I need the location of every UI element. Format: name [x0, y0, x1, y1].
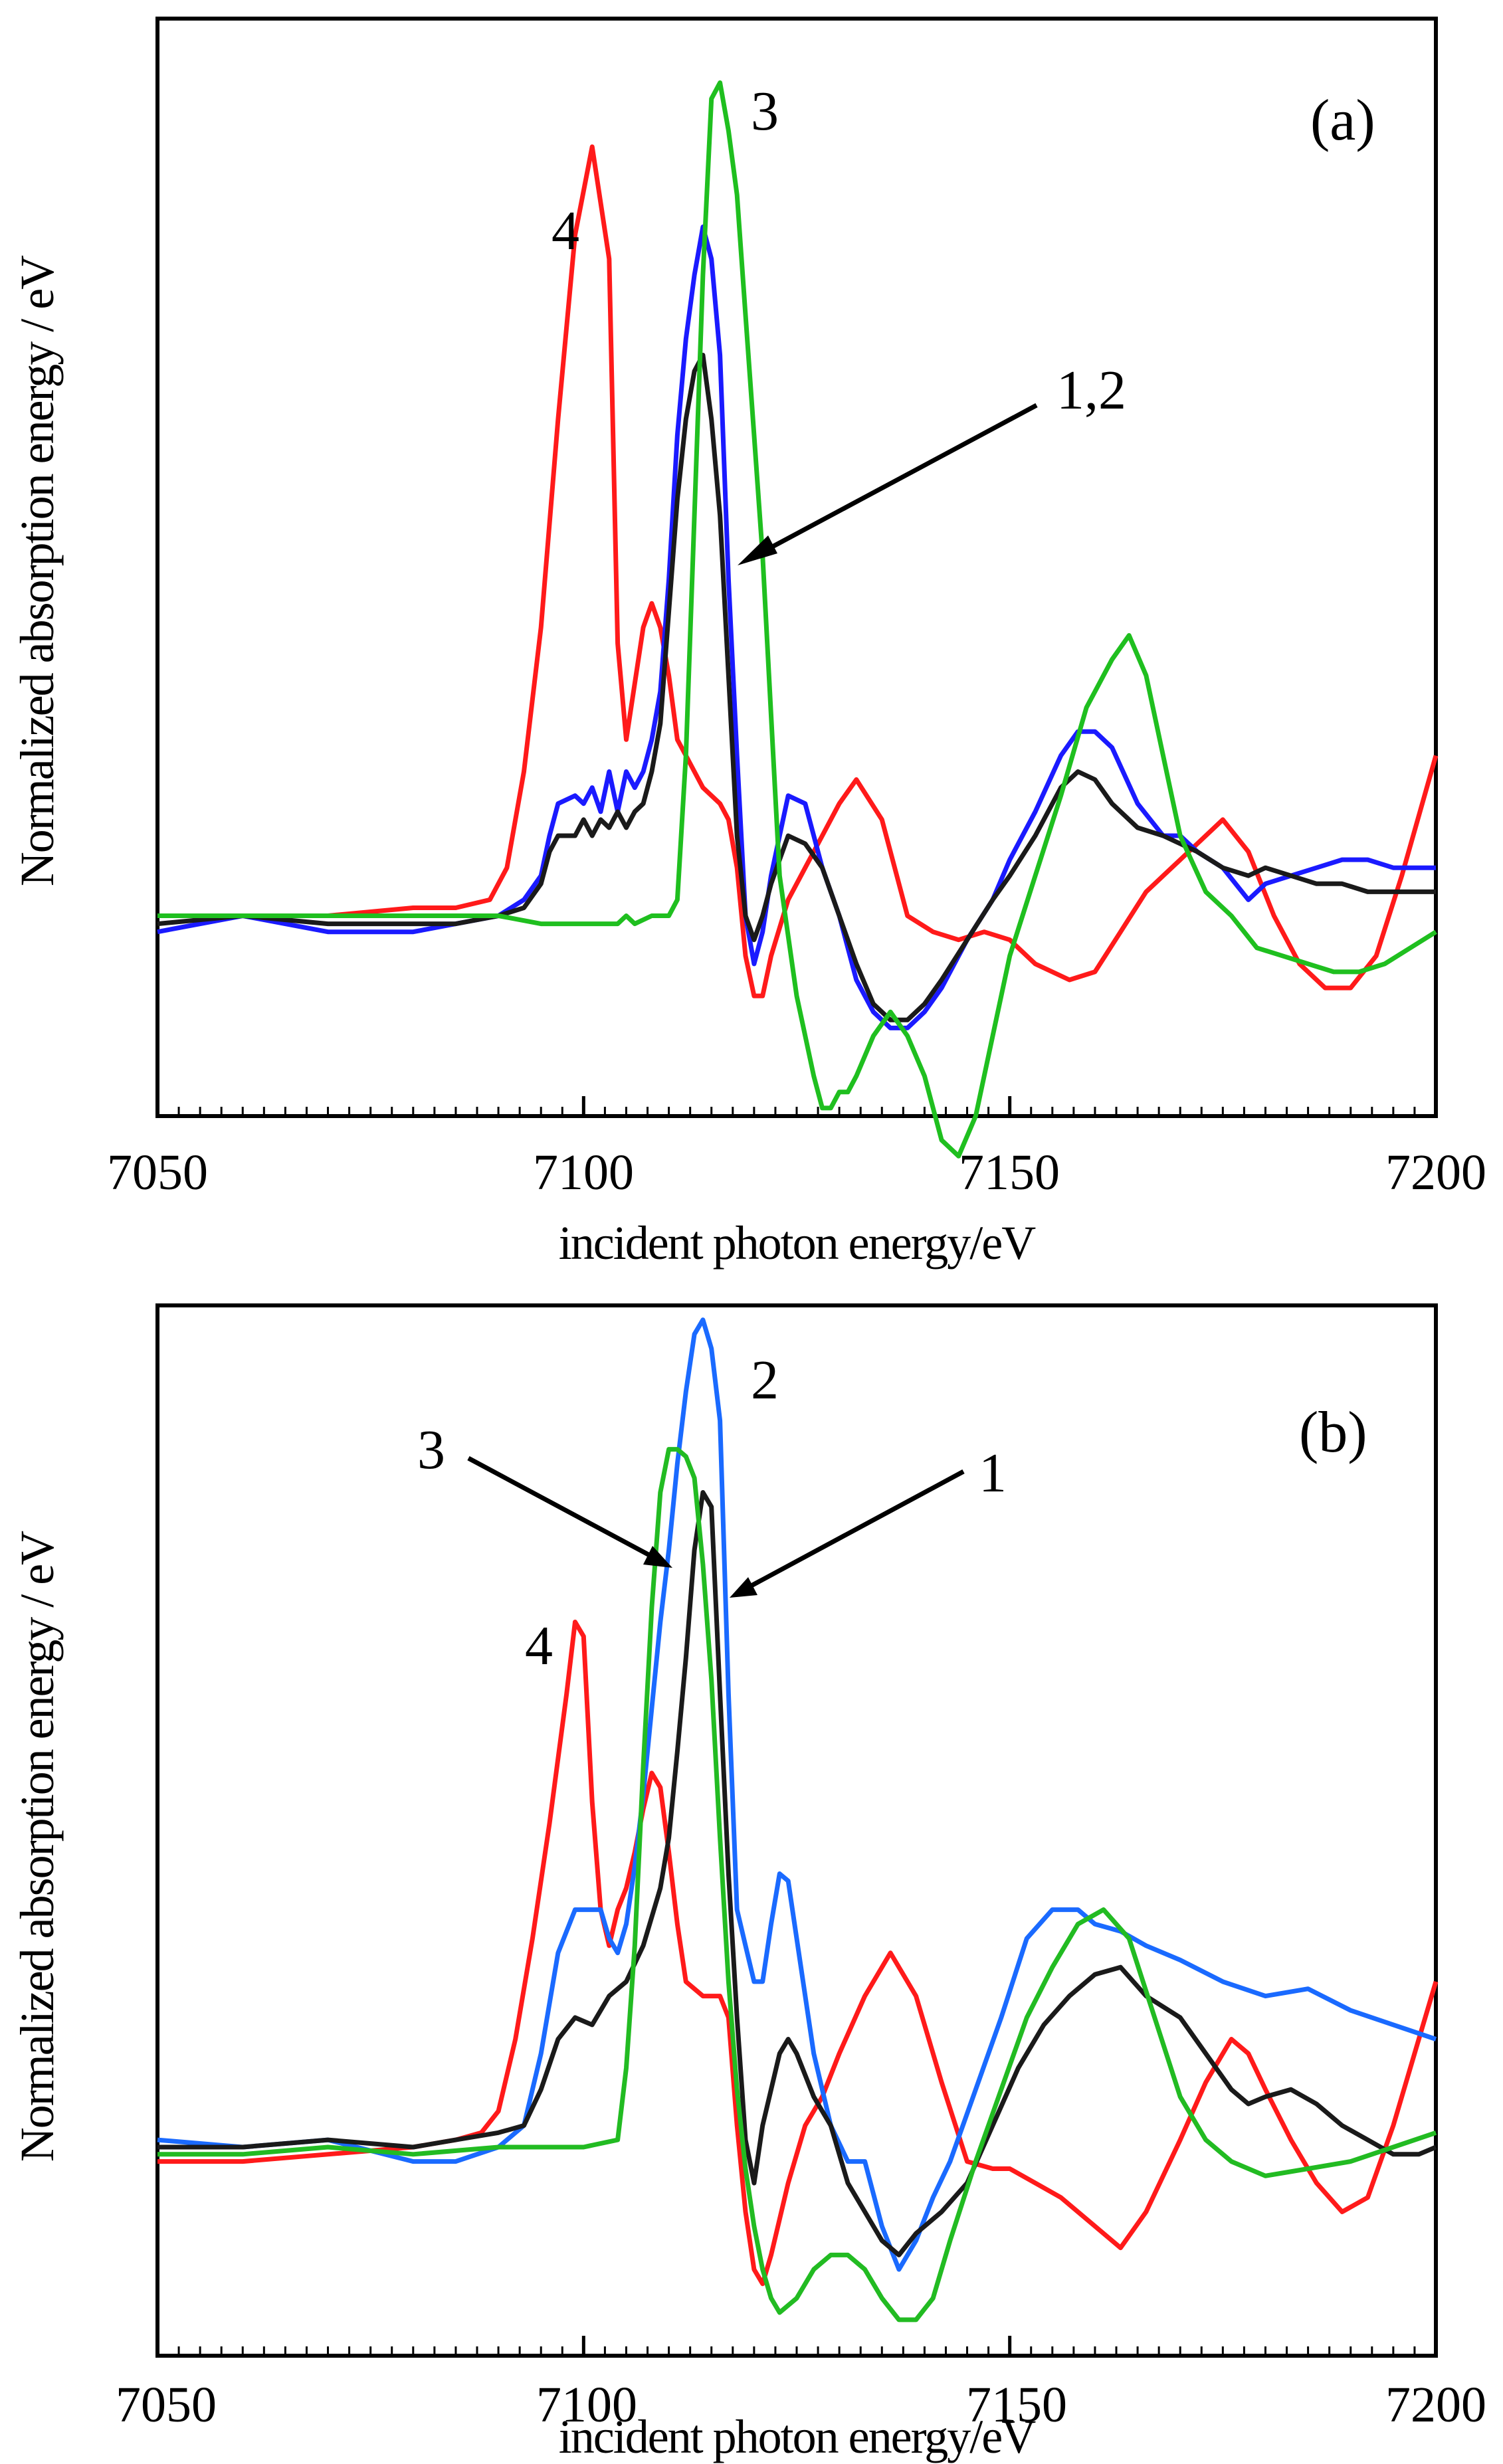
y-axis-title: Normalized absorption energy / eV: [11, 255, 64, 886]
panel-label-a: (a): [1310, 88, 1375, 153]
y-axis-title: Normalized absorption energy / eV: [11, 1531, 64, 2162]
annotation-arrow-1-2: [756, 403, 1038, 557]
series-line-3: [157, 80, 1437, 1159]
series-line-4: [157, 1620, 1439, 2287]
series-label-3: 3: [417, 1419, 445, 1481]
series-label-1-2: 1,2: [1056, 359, 1126, 421]
series-label-2: 2: [751, 1349, 779, 1411]
series-lines-a: [157, 80, 1439, 1159]
plot-frame-a: [155, 17, 1438, 1118]
series-line-2: [157, 353, 1436, 1022]
panel-a: 7050 7100 7150 7200 incident photon ener…: [11, 17, 1486, 1270]
x-axis-title: incident photon energy/eV: [559, 1216, 1036, 1270]
plot-frame-b: [155, 1303, 1438, 2358]
x-tick-label: 7050: [116, 2377, 217, 2433]
x-axis-title: incident photon energy/eV: [559, 2410, 1036, 2463]
x-tick-label: 7200: [1385, 1145, 1486, 1200]
series-line-3: [157, 1447, 1437, 2322]
series-lines-b: [157, 1317, 1439, 2322]
x-tick-label: 7150: [966, 2377, 1067, 2433]
x-tick-label: 7100: [533, 1145, 634, 1200]
series-line-1: [157, 225, 1436, 1030]
x-tick-label: 7050: [107, 1145, 208, 1200]
panel-b: 7050 7100 7150 7200 incident photon ener…: [11, 1303, 1486, 2463]
series-line-1: [157, 1490, 1437, 2257]
x-tick-label: 7200: [1385, 2377, 1486, 2433]
series-label-4: 4: [551, 200, 579, 262]
annotation-arrow-3: [467, 1456, 656, 1561]
arrowhead-1-2: [738, 535, 777, 565]
arrowhead-1: [730, 1577, 757, 1598]
series-label-4: 4: [525, 1615, 553, 1677]
arrowhead-3: [643, 1546, 672, 1568]
x-ticks-b: [155, 2336, 1438, 2356]
x-ticks-a: [155, 1096, 1438, 1116]
x-tick-label: 7100: [536, 2377, 637, 2433]
series-label-1: 1: [979, 1442, 1007, 1504]
panel-label-b: (b): [1299, 1400, 1367, 1465]
annotation-arrow-1: [746, 1469, 965, 1590]
series-line-2: [157, 1317, 1437, 2272]
series-label-3: 3: [751, 80, 779, 142]
series-line-4: [157, 144, 1439, 998]
x-tick-label: 7150: [959, 1145, 1060, 1200]
